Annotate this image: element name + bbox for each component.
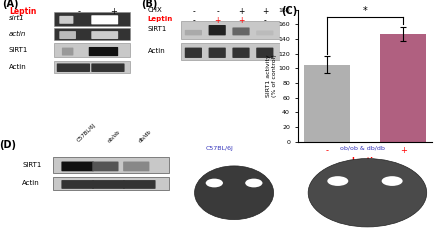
Text: +: + (110, 7, 117, 16)
Text: -: - (193, 7, 195, 16)
FancyBboxPatch shape (232, 48, 250, 58)
Bar (181, 43, 280, 60)
Text: SIRT1: SIRT1 (148, 26, 167, 32)
Text: (D): (D) (0, 140, 16, 150)
Bar (181, 21, 280, 39)
FancyBboxPatch shape (89, 47, 118, 56)
FancyBboxPatch shape (92, 180, 125, 189)
Text: SIRT1: SIRT1 (9, 47, 28, 53)
Bar (304, 65, 350, 142)
Bar (53, 177, 168, 190)
Ellipse shape (194, 166, 273, 220)
Ellipse shape (245, 179, 262, 187)
Text: db/db: db/db (138, 129, 153, 143)
Text: +: + (239, 16, 245, 25)
FancyBboxPatch shape (232, 27, 250, 35)
Text: Actin: Actin (9, 64, 26, 70)
Bar (53, 157, 168, 173)
FancyBboxPatch shape (61, 180, 94, 189)
Text: -: - (264, 16, 267, 25)
FancyBboxPatch shape (91, 31, 118, 39)
Text: CHX: CHX (148, 7, 162, 13)
Text: Actin: Actin (22, 181, 40, 186)
Text: C57BL/6J: C57BL/6J (76, 123, 97, 143)
FancyBboxPatch shape (91, 63, 124, 72)
Text: (A): (A) (2, 0, 19, 9)
FancyBboxPatch shape (62, 48, 73, 55)
Ellipse shape (381, 176, 403, 186)
Text: sirt1: sirt1 (9, 15, 25, 21)
FancyBboxPatch shape (123, 180, 156, 189)
Ellipse shape (308, 159, 427, 227)
FancyBboxPatch shape (256, 30, 273, 35)
Text: Leptin: Leptin (148, 16, 173, 22)
Text: C57BL/6J: C57BL/6J (206, 146, 233, 151)
Y-axis label: SIRT1 activity
(% of control): SIRT1 activity (% of control) (266, 54, 277, 97)
FancyBboxPatch shape (91, 15, 118, 24)
FancyBboxPatch shape (185, 30, 202, 35)
Text: (B): (B) (141, 0, 157, 9)
Text: Leptin: Leptin (9, 7, 36, 16)
Text: actin: actin (9, 31, 26, 37)
Text: Actin: Actin (148, 48, 165, 54)
FancyBboxPatch shape (185, 48, 202, 58)
FancyBboxPatch shape (61, 162, 94, 171)
Text: -: - (217, 7, 219, 16)
Bar (54, 61, 131, 73)
Text: *: * (363, 6, 367, 16)
Text: +: + (215, 16, 221, 25)
Text: +: + (239, 7, 245, 16)
FancyBboxPatch shape (123, 162, 149, 171)
FancyBboxPatch shape (92, 162, 119, 171)
FancyBboxPatch shape (57, 63, 90, 72)
Bar (380, 34, 426, 142)
Bar (54, 43, 131, 57)
Ellipse shape (327, 176, 348, 186)
Text: -: - (193, 16, 195, 25)
FancyBboxPatch shape (60, 31, 76, 39)
Text: -: - (78, 7, 81, 16)
Text: (C): (C) (281, 6, 297, 16)
Text: +: + (262, 7, 269, 16)
Bar (54, 12, 131, 26)
FancyBboxPatch shape (60, 16, 73, 24)
X-axis label: Leptin: Leptin (351, 157, 379, 166)
Text: SIRT1: SIRT1 (22, 162, 41, 168)
Bar (54, 28, 131, 40)
Text: ob/ob: ob/ob (107, 129, 122, 143)
Ellipse shape (206, 179, 223, 187)
FancyBboxPatch shape (256, 48, 273, 58)
FancyBboxPatch shape (209, 25, 226, 35)
Text: ob/ob & db/db: ob/ob & db/db (340, 146, 385, 151)
FancyBboxPatch shape (209, 48, 226, 58)
